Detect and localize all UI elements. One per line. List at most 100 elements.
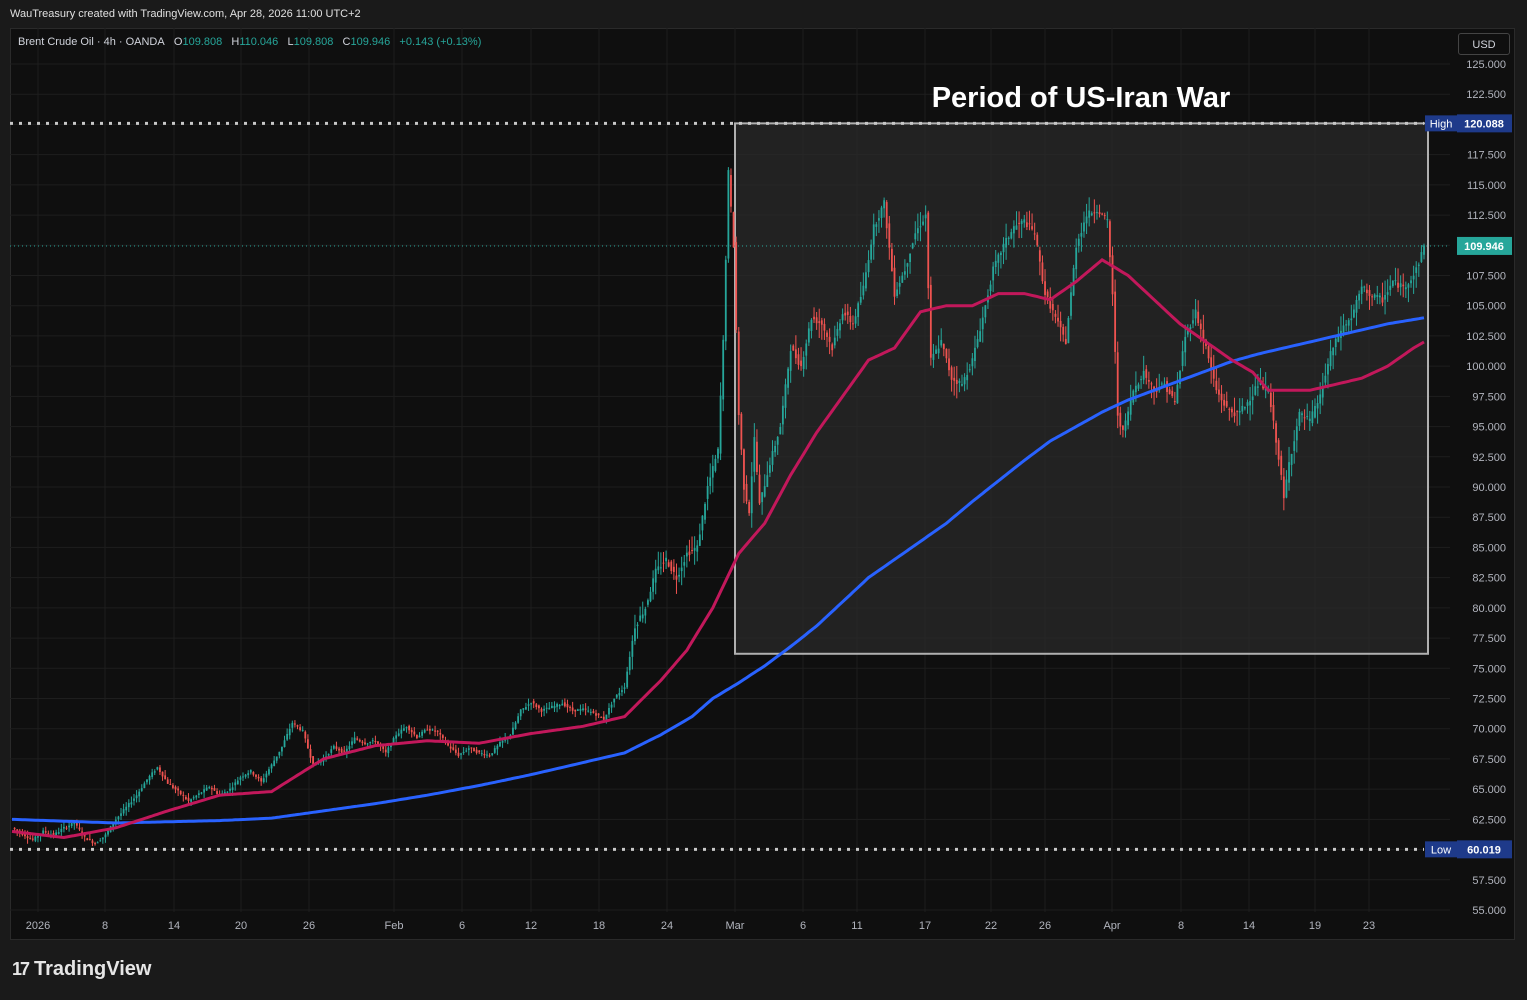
candle-body — [351, 741, 353, 745]
candle-body — [1031, 226, 1033, 230]
candle-body — [44, 831, 47, 833]
tradingview-logo[interactable]: 17 TradingView — [12, 958, 151, 981]
candle-body — [589, 711, 592, 713]
candle-body — [377, 741, 379, 744]
price-tick-label: 57.500 — [1472, 875, 1506, 887]
candle-body — [29, 837, 32, 839]
candle-body — [608, 707, 610, 715]
candle-body — [366, 743, 369, 745]
candle-body — [164, 775, 167, 780]
candle-body — [330, 749, 333, 753]
candle-body — [1363, 286, 1366, 288]
time-tick-label: 26 — [1039, 920, 1051, 932]
candle-body — [1202, 329, 1205, 341]
candle-body — [1404, 287, 1407, 290]
candle-body — [182, 794, 185, 796]
candle-body — [431, 729, 434, 731]
candle-body — [717, 448, 719, 459]
price-tick-label: 102.500 — [1466, 331, 1506, 343]
time-tick-label: 22 — [985, 920, 997, 932]
candle-body — [948, 358, 950, 371]
candle-body — [426, 729, 429, 731]
candle-body — [364, 742, 366, 745]
price-tick-label: 75.000 — [1472, 663, 1506, 675]
candle-body — [989, 284, 992, 292]
candle-body — [358, 739, 361, 742]
candle-body — [73, 823, 76, 825]
candle-body — [309, 748, 312, 758]
candle-body — [961, 384, 963, 386]
candle-body — [356, 738, 359, 740]
candle-body — [47, 833, 50, 835]
low-label: L — [287, 36, 294, 48]
candle-body — [805, 343, 808, 356]
candle-body — [1018, 222, 1020, 224]
candle-body — [42, 830, 45, 835]
candle-body — [499, 742, 501, 747]
candle-body — [405, 727, 408, 729]
candle-body — [434, 730, 436, 732]
last-price-tag: 109.946 — [1464, 241, 1504, 253]
candle-body — [86, 838, 89, 841]
candle-body — [190, 799, 193, 802]
candle-body — [794, 349, 797, 359]
candle-body — [963, 377, 966, 385]
candle-body — [467, 748, 470, 750]
candle-body — [512, 727, 514, 735]
candle-body — [932, 353, 935, 360]
candle-body — [306, 739, 309, 749]
candle-body — [600, 716, 603, 718]
candle-body — [955, 379, 958, 384]
candle-body — [26, 836, 29, 839]
candle-body — [338, 748, 340, 751]
candle-body — [605, 714, 608, 720]
candle-body — [1391, 280, 1394, 287]
candle-body — [1098, 212, 1101, 215]
candle-body — [906, 263, 909, 267]
candle-body — [994, 260, 997, 268]
candle-body — [200, 792, 203, 794]
candle-body — [104, 834, 107, 838]
candle-body — [865, 272, 867, 289]
candle-body — [244, 774, 247, 777]
candle-body — [937, 348, 940, 354]
price-tick-label: 92.500 — [1472, 452, 1506, 464]
candle-body — [423, 729, 426, 733]
candle-body — [813, 316, 815, 320]
candle-body — [454, 749, 457, 753]
candle-body — [327, 754, 330, 756]
candle-body — [1301, 413, 1303, 416]
candle-body — [569, 706, 571, 708]
candle-body — [880, 207, 883, 218]
candle-body — [779, 426, 782, 435]
candle-body — [1023, 219, 1026, 223]
candle-body — [94, 843, 96, 845]
candle-body — [1129, 399, 1132, 415]
candle-body — [761, 492, 764, 503]
candle-body — [872, 224, 875, 245]
candle-body — [1025, 222, 1028, 228]
candle-body — [1314, 405, 1316, 418]
candle-body — [1085, 216, 1088, 224]
currency-button[interactable]: USD — [1458, 33, 1510, 55]
candle-body — [896, 289, 899, 296]
candle-body — [789, 351, 792, 371]
candle-body — [1160, 383, 1163, 385]
candle-body — [1176, 384, 1179, 404]
candle-body — [127, 803, 130, 808]
candle-body — [849, 316, 852, 323]
candle-body — [636, 624, 639, 627]
candle-body — [732, 212, 735, 248]
candle-body — [387, 747, 390, 754]
candle-body — [919, 226, 922, 228]
price-tick-label: 77.500 — [1472, 633, 1506, 645]
candle-body — [1355, 299, 1358, 313]
candle-body — [281, 746, 283, 752]
symbol-label[interactable]: Brent Crude Oil · 4h · OANDA — [18, 36, 165, 48]
candle-body — [416, 734, 418, 739]
candle-body — [530, 703, 533, 705]
candle-body — [260, 778, 263, 782]
candle-body — [901, 275, 904, 283]
candle-body — [878, 218, 880, 221]
